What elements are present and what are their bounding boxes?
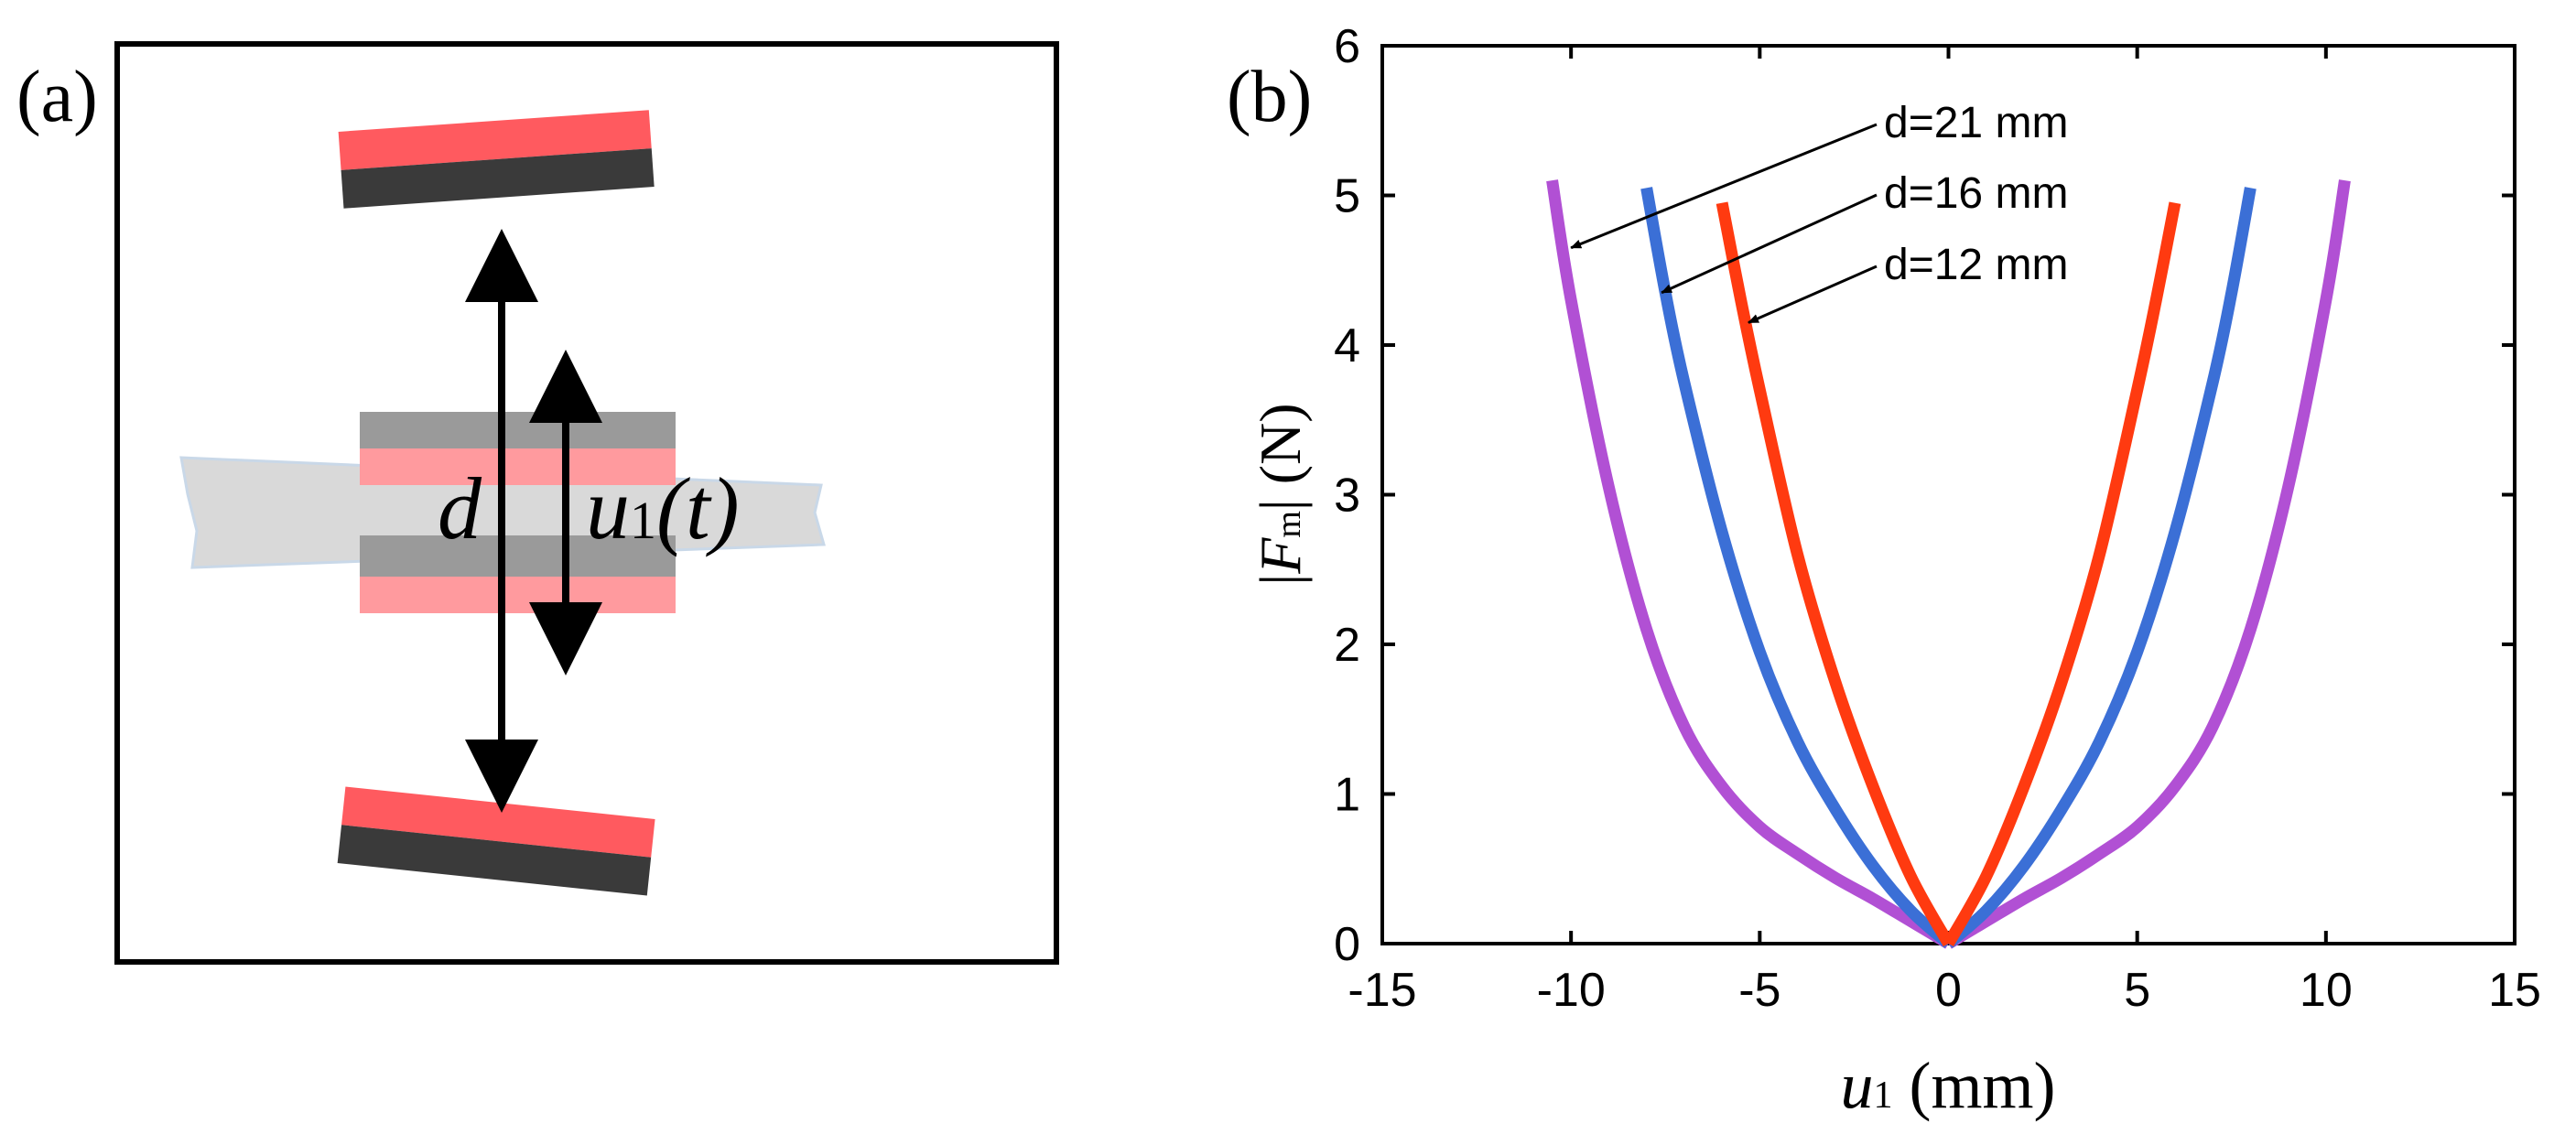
- annotation-label: d=21 mm: [1884, 99, 2068, 147]
- x-axis-label-symbol: u: [1841, 1049, 1874, 1122]
- x-axis-ticks: [1380, 46, 2516, 944]
- y-tick-label: 1: [1334, 769, 1360, 822]
- center-layer-gray-1: [360, 412, 676, 448]
- x-axis-label: u1 (mm): [1841, 1049, 2056, 1122]
- y-tick-label: 5: [1334, 170, 1360, 223]
- y-axis-ticks: [1382, 44, 2515, 945]
- x-tick-label: 0: [1935, 964, 1962, 1017]
- y-tick-label: 6: [1334, 20, 1360, 73]
- y-tick-label: 4: [1334, 319, 1360, 373]
- panel-b: (b) -15 -10 -5 0 5 10 15 0 1 2 3 4 5 6 d=21 mm d=16 m…: [1227, 20, 2541, 1122]
- svg-text:|Fm|(N): |Fm|(N): [1248, 403, 1313, 585]
- annotation-arrow: [1570, 123, 1878, 250]
- x-tick-label: 5: [2124, 964, 2150, 1017]
- x-tick-label: 15: [2488, 964, 2541, 1017]
- u1t-label: u1(t): [586, 459, 740, 557]
- x-tick-label: 10: [2300, 964, 2353, 1017]
- u1t-symbol: u: [586, 459, 630, 557]
- d-label: d: [438, 459, 482, 557]
- y-tick-label: 2: [1334, 619, 1360, 672]
- series-line-d-21-mm-right: [1945, 179, 2351, 949]
- top-magnet: [338, 110, 655, 209]
- x-tick-label: -15: [1348, 964, 1416, 1017]
- panel-a: (a) d u1(t): [16, 41, 1059, 965]
- x-tick-label: -5: [1738, 964, 1780, 1017]
- u1t-argument: (t): [656, 459, 740, 557]
- bottom-magnet: [337, 786, 655, 896]
- series-line-d-16-mm-right: [1944, 187, 2257, 948]
- annotation-label: d=16 mm: [1884, 169, 2068, 218]
- series-line-d-16-mm-left: [1640, 187, 1953, 948]
- y-tick-label: 0: [1334, 918, 1360, 971]
- y-axis-label: |Fm|(N): [1248, 403, 1313, 585]
- annotation-arrow: [1748, 265, 1878, 324]
- panel-b-label: (b): [1227, 57, 1312, 137]
- y-axis-tick-labels: 0 1 2 3 4 5 6: [1334, 20, 1360, 971]
- x-tick-label: -10: [1537, 964, 1606, 1017]
- annotation-arrow: [1661, 193, 1878, 295]
- y-axis-label-subscript: m: [1270, 511, 1308, 538]
- u1t-subscript: 1: [630, 491, 656, 550]
- annotations: d=21 mm d=16 mm d=12 mm: [1570, 99, 2068, 324]
- series-line-d-12-mm-right: [1943, 201, 2181, 947]
- x-axis-tick-labels: -15 -10 -5 0 5 10 15: [1348, 964, 2541, 1017]
- panel-a-label: (a): [16, 57, 98, 137]
- panel-a-frame: [114, 41, 1059, 965]
- series-line-d-21-mm-left: [1546, 179, 1952, 949]
- series-line-d-12-mm-left: [1716, 201, 1954, 947]
- series-lines: [1546, 179, 2351, 949]
- x-axis-label-subscript: 1: [1874, 1075, 1893, 1117]
- x-axis-label-unit: (mm): [1910, 1049, 2056, 1122]
- y-tick-label: 3: [1334, 470, 1360, 523]
- center-layer-pink-2: [360, 577, 676, 613]
- y-axis-label-unit: (N): [1248, 403, 1313, 484]
- annotation-label: d=12 mm: [1884, 241, 2068, 289]
- y-axis-label-symbol: F: [1248, 537, 1313, 575]
